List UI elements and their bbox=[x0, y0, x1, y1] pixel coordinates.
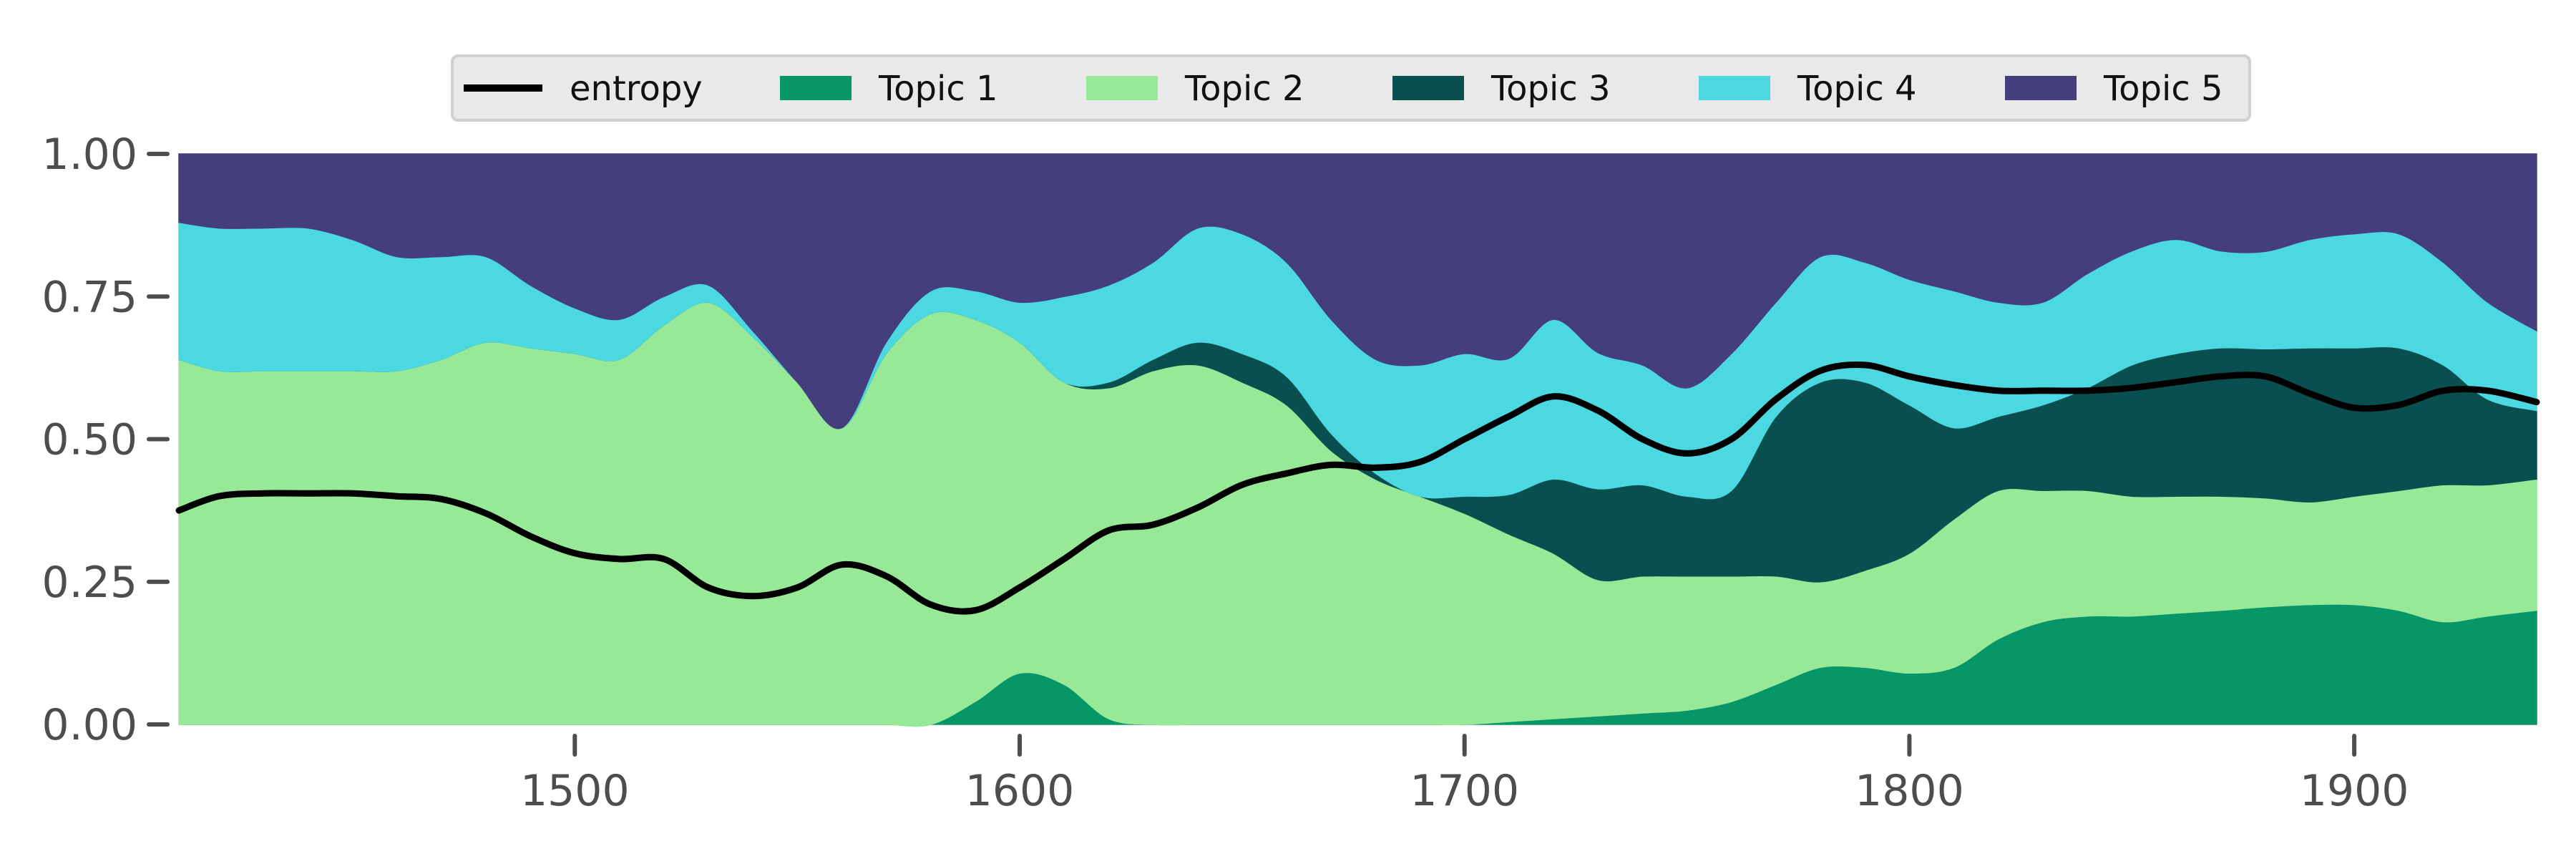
x-tick-label: 1800 bbox=[1855, 766, 1964, 816]
legend-box bbox=[451, 54, 2251, 122]
legend-swatch-topic-4 bbox=[1699, 76, 1770, 100]
legend-label-topic-4: Topic 4 bbox=[1797, 69, 1917, 109]
x-tick-label: 1700 bbox=[1410, 766, 1519, 816]
x-tick-label: 1500 bbox=[520, 766, 630, 816]
y-tick-label: 1.00 bbox=[42, 130, 137, 180]
axes-layer: 0.00 0.25 0.50 0.75 1.00 1500 1600 1700 1800 1900 bbox=[42, 130, 2409, 816]
x-tick-label: 1900 bbox=[2300, 766, 2409, 816]
y-tick-label: 0.00 bbox=[42, 700, 137, 750]
legend-label-topic-2: Topic 2 bbox=[1184, 69, 1304, 109]
entropy-line bbox=[175, 361, 2540, 615]
x-tick-label: 1600 bbox=[965, 766, 1075, 816]
y-tick-label: 0.25 bbox=[42, 558, 137, 608]
legend-swatch-topic-2 bbox=[1086, 76, 1158, 100]
legend-swatch-topic-1 bbox=[780, 76, 852, 100]
legend-swatch-topic-5 bbox=[2005, 76, 2077, 100]
legend-swatch-topic-3 bbox=[1392, 76, 1464, 100]
legend-label-entropy: entropy bbox=[570, 69, 703, 109]
y-tick-label: 0.75 bbox=[42, 272, 137, 322]
legend-label-topic-1: Topic 1 bbox=[878, 69, 998, 109]
line-layer bbox=[175, 361, 2540, 615]
y-tick-label: 0.50 bbox=[42, 415, 137, 465]
area-topic-5 bbox=[178, 153, 2537, 430]
legend-label-topic-3: Topic 3 bbox=[1491, 69, 1611, 109]
legend-label-topic-5: Topic 5 bbox=[2103, 69, 2223, 109]
legend: entropy Topic 1 Topic 2 Topic 3 Topic 4 Topic… bbox=[451, 54, 2251, 122]
areas-layer bbox=[178, 153, 2537, 727]
